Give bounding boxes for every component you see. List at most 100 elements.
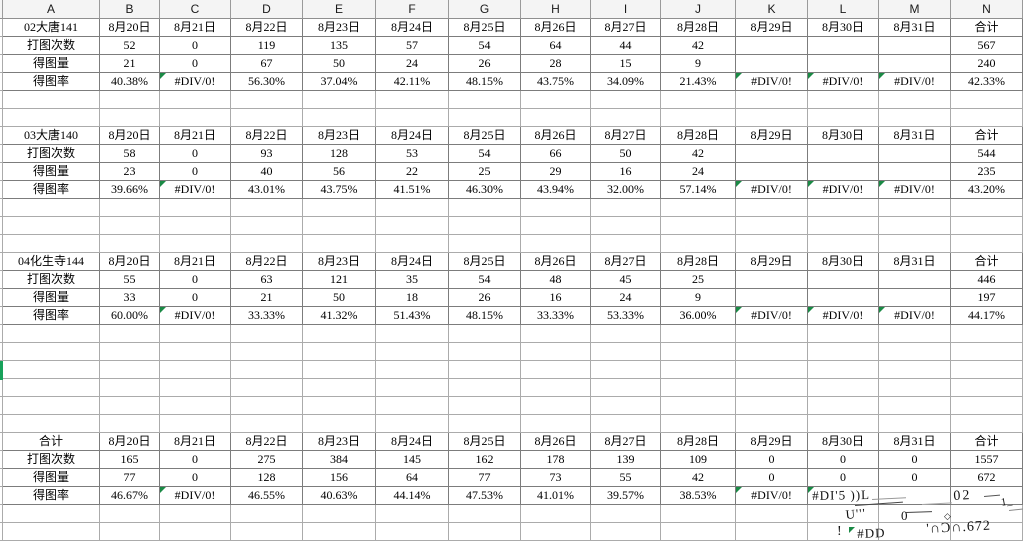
cell-H25[interactable]: 178 <box>521 451 591 469</box>
cell-G16[interactable]: 26 <box>449 289 521 307</box>
cell-H12[interactable] <box>521 217 591 235</box>
cell-J1[interactable]: 8月28日 <box>661 19 736 37</box>
cell-D9[interactable]: 40 <box>231 163 303 181</box>
cell-E13[interactable] <box>303 235 376 253</box>
cell-J6[interactable] <box>661 109 736 127</box>
cell-E24[interactable]: 8月23日 <box>303 433 376 451</box>
cell-D21[interactable] <box>231 379 303 397</box>
cell-J14[interactable]: 8月28日 <box>661 253 736 271</box>
cell-C3[interactable]: 0 <box>160 55 231 73</box>
cell-E2[interactable]: 135 <box>303 37 376 55</box>
cell-E29[interactable] <box>303 523 376 541</box>
cell-M12[interactable] <box>879 217 951 235</box>
cell-K22[interactable] <box>736 397 808 415</box>
cell-I19[interactable] <box>591 343 661 361</box>
cell-B7[interactable]: 8月20日 <box>100 127 160 145</box>
cell-E8[interactable]: 128 <box>303 145 376 163</box>
cell-K1[interactable]: 8月29日 <box>736 19 808 37</box>
cell-N25[interactable]: 1557 <box>951 451 1023 469</box>
cell-A15[interactable]: 打图次数 <box>3 271 100 289</box>
cell-left-edge-9[interactable] <box>0 163 3 181</box>
cell-E5[interactable] <box>303 91 376 109</box>
cell-G9[interactable]: 25 <box>449 163 521 181</box>
cell-H15[interactable]: 48 <box>521 271 591 289</box>
cell-L16[interactable] <box>808 289 879 307</box>
cell-N18[interactable] <box>951 325 1023 343</box>
cell-G21[interactable] <box>449 379 521 397</box>
cell-F14[interactable]: 8月24日 <box>376 253 449 271</box>
cell-B28[interactable] <box>100 505 160 523</box>
cell-H4[interactable]: 43.75% <box>521 73 591 91</box>
cell-D23[interactable] <box>231 415 303 433</box>
cell-L4[interactable]: #DIV/0! <box>808 73 879 91</box>
column-header-C[interactable]: C <box>160 0 231 19</box>
cell-A18[interactable] <box>3 325 100 343</box>
cell-N20[interactable] <box>951 361 1023 379</box>
cell-F28[interactable] <box>376 505 449 523</box>
cell-I4[interactable]: 34.09% <box>591 73 661 91</box>
cell-H1[interactable]: 8月26日 <box>521 19 591 37</box>
cell-K3[interactable] <box>736 55 808 73</box>
cell-J13[interactable] <box>661 235 736 253</box>
cell-D29[interactable] <box>231 523 303 541</box>
cell-F25[interactable]: 145 <box>376 451 449 469</box>
cell-L23[interactable] <box>808 415 879 433</box>
cell-D24[interactable]: 8月22日 <box>231 433 303 451</box>
column-header-I[interactable]: I <box>591 0 661 19</box>
cell-J25[interactable]: 109 <box>661 451 736 469</box>
cell-K10[interactable]: #DIV/0! <box>736 181 808 199</box>
cell-K24[interactable]: 8月29日 <box>736 433 808 451</box>
cell-B25[interactable]: 165 <box>100 451 160 469</box>
column-header-L[interactable]: L <box>808 0 879 19</box>
cell-G20[interactable] <box>449 361 521 379</box>
cell-G1[interactable]: 8月25日 <box>449 19 521 37</box>
cell-I1[interactable]: 8月27日 <box>591 19 661 37</box>
cell-C15[interactable]: 0 <box>160 271 231 289</box>
cell-B17[interactable]: 60.00% <box>100 307 160 325</box>
cell-C26[interactable]: 0 <box>160 469 231 487</box>
cell-C19[interactable] <box>160 343 231 361</box>
cell-left-edge-24[interactable] <box>0 433 3 451</box>
cell-J15[interactable]: 25 <box>661 271 736 289</box>
cell-J12[interactable] <box>661 217 736 235</box>
cell-N26[interactable]: 672 <box>951 469 1023 487</box>
cell-I18[interactable] <box>591 325 661 343</box>
cell-B9[interactable]: 23 <box>100 163 160 181</box>
cell-D12[interactable] <box>231 217 303 235</box>
cell-K14[interactable]: 8月29日 <box>736 253 808 271</box>
cell-A21[interactable] <box>3 379 100 397</box>
cell-C18[interactable] <box>160 325 231 343</box>
cell-A8[interactable]: 打图次数 <box>3 145 100 163</box>
cell-M14[interactable]: 8月31日 <box>879 253 951 271</box>
cell-D27[interactable]: 46.55% <box>231 487 303 505</box>
cell-I28[interactable] <box>591 505 661 523</box>
cell-G24[interactable]: 8月25日 <box>449 433 521 451</box>
cell-B2[interactable]: 52 <box>100 37 160 55</box>
cell-C6[interactable] <box>160 109 231 127</box>
cell-F6[interactable] <box>376 109 449 127</box>
cell-K28[interactable] <box>736 505 808 523</box>
cell-K8[interactable] <box>736 145 808 163</box>
cell-B29[interactable] <box>100 523 160 541</box>
cell-K9[interactable] <box>736 163 808 181</box>
cell-E26[interactable]: 156 <box>303 469 376 487</box>
column-header-K[interactable]: K <box>736 0 808 19</box>
cell-N7[interactable]: 合计 <box>951 127 1023 145</box>
cell-F13[interactable] <box>376 235 449 253</box>
cell-H24[interactable]: 8月26日 <box>521 433 591 451</box>
cell-J23[interactable] <box>661 415 736 433</box>
cell-H9[interactable]: 29 <box>521 163 591 181</box>
cell-F22[interactable] <box>376 397 449 415</box>
cell-F4[interactable]: 42.11% <box>376 73 449 91</box>
cell-D3[interactable]: 67 <box>231 55 303 73</box>
cell-left-edge-4[interactable] <box>0 73 3 91</box>
cell-D15[interactable]: 63 <box>231 271 303 289</box>
cell-G2[interactable]: 54 <box>449 37 521 55</box>
cell-L25[interactable]: 0 <box>808 451 879 469</box>
cell-G4[interactable]: 48.15% <box>449 73 521 91</box>
cell-H21[interactable] <box>521 379 591 397</box>
cell-D4[interactable]: 56.30% <box>231 73 303 91</box>
cell-I8[interactable]: 50 <box>591 145 661 163</box>
cell-N21[interactable] <box>951 379 1023 397</box>
cell-K7[interactable]: 8月29日 <box>736 127 808 145</box>
